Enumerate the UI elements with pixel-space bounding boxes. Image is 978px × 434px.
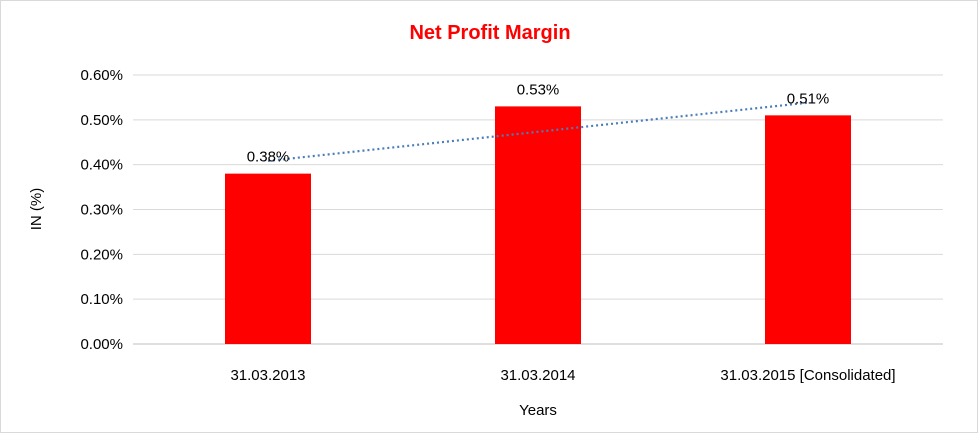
data-label: 0.51% bbox=[787, 90, 830, 107]
bar-31.03.2015 [Consolidated] bbox=[765, 115, 851, 344]
x-tick-label: 31.03.2015 [Consolidated] bbox=[720, 367, 895, 384]
x-axis-ticks: 31.03.2013 31.03.2014 31.03.2015 [Consolid… bbox=[230, 367, 895, 384]
y-axis-ticks: 0.00% 0.10% 0.20% 0.30% 0.40% 0.50% 0.60% bbox=[80, 67, 123, 353]
trendline-line bbox=[267, 101, 809, 163]
chart-title: Net Profit Margin bbox=[409, 22, 570, 44]
y-tick-label: 0.20% bbox=[80, 246, 123, 263]
y-axis-label: IN (%) bbox=[28, 188, 45, 231]
y-tick-label: 0.60% bbox=[80, 67, 123, 84]
y-tick-label: 0.40% bbox=[80, 157, 123, 174]
bar-31.03.2013 bbox=[225, 173, 311, 344]
y-tick-label: 0.30% bbox=[80, 202, 123, 219]
data-label: 0.38% bbox=[247, 149, 290, 166]
x-tick-label: 31.03.2014 bbox=[500, 367, 575, 384]
y-tick-label: 0.10% bbox=[80, 291, 123, 308]
x-axis-label: Years bbox=[519, 402, 557, 419]
y-tick-label: 0.00% bbox=[80, 336, 123, 353]
trendline bbox=[267, 101, 809, 163]
data-label: 0.53% bbox=[517, 81, 560, 98]
x-tick-label: 31.03.2013 bbox=[230, 367, 305, 384]
y-tick-label: 0.50% bbox=[80, 112, 123, 129]
data-labels: 0.38% 0.53% 0.51% bbox=[247, 81, 830, 165]
bars bbox=[225, 106, 851, 344]
bar-31.03.2014 bbox=[495, 106, 581, 344]
